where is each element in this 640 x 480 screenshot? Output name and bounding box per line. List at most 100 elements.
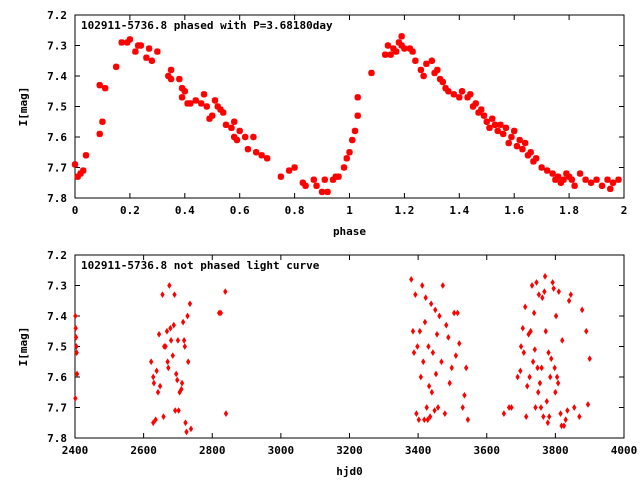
- data-point: [563, 416, 568, 424]
- data-point: [384, 42, 392, 49]
- data-point: [185, 312, 190, 320]
- data-point: [464, 364, 469, 372]
- data-point: [335, 173, 342, 180]
- x-tick-label: 1.4: [449, 204, 469, 217]
- data-point: [416, 416, 421, 424]
- data-point: [527, 149, 534, 156]
- data-point: [527, 373, 532, 381]
- x-tick-label: 0.8: [285, 204, 305, 217]
- data-point: [186, 358, 191, 366]
- data-point: [453, 352, 459, 360]
- data-point: [542, 272, 548, 280]
- data-point: [164, 327, 170, 335]
- data-point: [285, 167, 293, 174]
- x-tick-label: 0.2: [120, 204, 140, 217]
- data-point: [543, 327, 548, 335]
- data-point: [166, 364, 171, 372]
- data-point: [547, 413, 552, 421]
- data-point: [209, 112, 216, 119]
- x-tick-label: 2800: [199, 444, 226, 457]
- data-point: [118, 39, 125, 46]
- data-point: [178, 94, 186, 101]
- data-point: [539, 364, 544, 372]
- data-point: [354, 94, 361, 101]
- data-point: [565, 173, 573, 180]
- data-point: [444, 321, 449, 329]
- data-point: [148, 57, 156, 64]
- data-point: [149, 358, 154, 366]
- data-point: [475, 109, 482, 116]
- data-point: [536, 291, 542, 299]
- y-tick-label: 7.2: [47, 249, 67, 262]
- data-point: [552, 364, 557, 372]
- data-point: [554, 173, 562, 180]
- data-point: [541, 413, 546, 421]
- data-point: [182, 343, 187, 350]
- data-point: [151, 419, 156, 427]
- data-point: [431, 69, 438, 77]
- data-point: [174, 370, 179, 378]
- data-point: [180, 318, 186, 326]
- plot-frame: [74, 254, 625, 439]
- data-point: [231, 118, 238, 125]
- data-point: [464, 94, 471, 101]
- data-point: [176, 407, 181, 414]
- x-tick-label: 3400: [405, 444, 432, 457]
- data-point: [126, 36, 134, 43]
- data-point: [424, 404, 429, 411]
- data-point: [553, 312, 559, 320]
- data-point: [544, 398, 549, 405]
- data-point: [160, 291, 165, 299]
- data-point: [521, 139, 529, 147]
- data-point: [430, 349, 436, 356]
- data-point: [96, 130, 103, 138]
- data-point: [417, 327, 422, 335]
- data-point: [422, 318, 428, 326]
- y-axis-title: I[mag]: [17, 87, 30, 127]
- data-point: [417, 66, 425, 74]
- data-point: [587, 355, 592, 363]
- data-point: [73, 394, 78, 402]
- data-point: [442, 85, 449, 92]
- data-point: [168, 324, 173, 332]
- data-point: [318, 188, 326, 196]
- data-point: [324, 188, 331, 196]
- data-point: [449, 364, 454, 372]
- data-point: [534, 279, 539, 286]
- data-point: [543, 167, 551, 174]
- data-point: [244, 146, 252, 153]
- data-point: [469, 103, 477, 110]
- x-tick-label: 3600: [474, 444, 501, 457]
- data-point: [536, 388, 541, 396]
- data-point: [351, 127, 359, 135]
- x-tick-label: 2400: [62, 444, 89, 457]
- data-point: [329, 176, 337, 183]
- data-point: [74, 349, 79, 356]
- data-point: [406, 45, 414, 52]
- data-point: [354, 112, 361, 119]
- data-point: [313, 182, 320, 189]
- data-point: [500, 130, 507, 138]
- data-point: [173, 407, 178, 414]
- data-point: [472, 100, 479, 107]
- data-point: [497, 121, 504, 128]
- data-point: [450, 91, 458, 98]
- data-point: [532, 155, 540, 162]
- x-axis-title: phase: [333, 225, 366, 238]
- data-point: [151, 373, 156, 381]
- data-point: [526, 330, 531, 338]
- x-tick-label: 2600: [130, 444, 157, 457]
- data-point: [156, 330, 162, 338]
- data-point: [440, 282, 445, 289]
- data-point: [531, 309, 537, 317]
- data-point: [423, 60, 430, 67]
- data-point: [538, 164, 545, 171]
- data-point: [263, 155, 271, 162]
- data-point: [184, 428, 189, 436]
- data-point: [561, 422, 567, 430]
- data-point: [560, 337, 565, 344]
- data-point: [145, 45, 153, 52]
- data-point: [572, 404, 577, 411]
- y-tick-label: 7.5: [47, 101, 67, 114]
- data-point: [346, 149, 353, 156]
